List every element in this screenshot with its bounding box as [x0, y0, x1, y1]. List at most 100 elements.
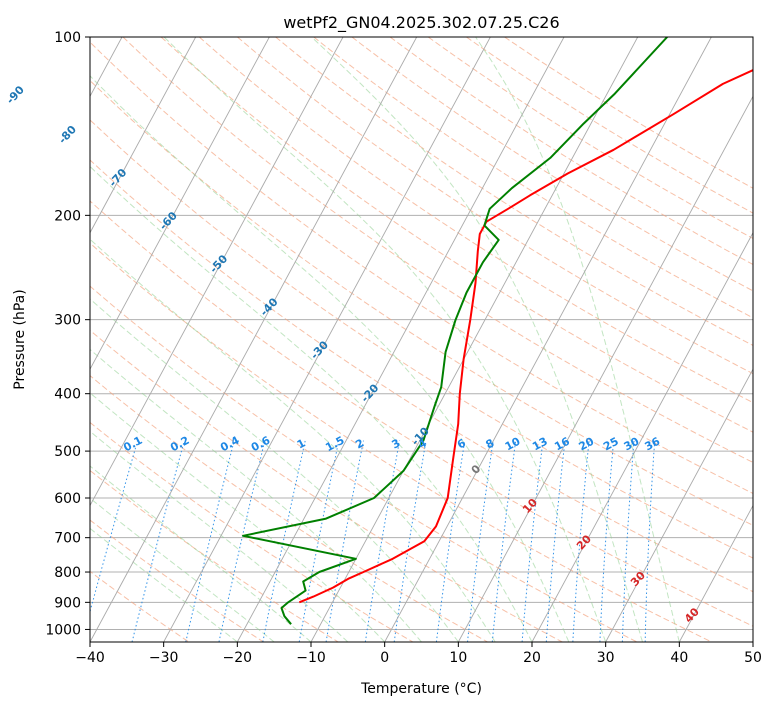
isotherm-line [90, 37, 270, 371]
dry-adiabat [90, 200, 753, 627]
y-tick-label: 300 [54, 313, 81, 329]
moist-adiabat [163, 37, 607, 642]
dry-adiabat [90, 79, 753, 526]
dry-adiabat [90, 374, 488, 642]
x-tick-label: −40 [75, 650, 105, 666]
isotherm-line [605, 368, 753, 642]
moist-adiabat [90, 75, 570, 642]
dry-adiabat [122, 37, 753, 464]
dry-adiabat [90, 519, 264, 642]
moist-adiabat [90, 238, 496, 642]
isotherm-line [457, 95, 753, 642]
isotherm-label: -80 [56, 123, 79, 147]
mixing-ratio-line [599, 440, 615, 642]
x-tick-label: 50 [744, 650, 762, 666]
dry-adiabat [237, 37, 753, 375]
y-tick-label: 900 [54, 595, 81, 611]
x-axis: −40 −30 −20 −10 0 10 20 30 40 50 [75, 642, 762, 666]
x-tick-label: 0 [380, 650, 389, 666]
dry-adiabat [90, 285, 638, 642]
isotherm-label: -10 [409, 424, 432, 448]
mixing-ratio-line [218, 440, 266, 642]
mixing-ratio-line [521, 440, 544, 642]
isotherm-line [90, 37, 418, 642]
mixing-ratio-line [262, 440, 306, 642]
mixing-ratio-line [364, 440, 401, 642]
mixing-ratio-line [185, 440, 235, 642]
isotherm-line [236, 37, 565, 642]
mixing-ratio-line [621, 440, 635, 642]
dry-adiabat [160, 37, 753, 433]
dry-adiabat [90, 329, 563, 642]
mixing-ratio-line [435, 440, 466, 642]
moist-adiabat [90, 392, 386, 642]
mixing-ratio-line [325, 440, 364, 642]
isotherm-label: 40 [682, 605, 702, 625]
dry-adiabat [90, 41, 753, 495]
mixing-ratio-label: 13 [530, 435, 550, 454]
mixing-ratio-line [90, 440, 139, 614]
mixing-ratio-label: 10 [503, 435, 523, 454]
y-tick-label: 1000 [45, 622, 81, 638]
dry-adiabats [90, 37, 753, 642]
y-tick-label: 800 [54, 565, 81, 581]
mixing-ratio-line [131, 440, 185, 642]
isotherm-label: -60 [157, 209, 180, 233]
mixing-ratio-label: 2 [353, 436, 366, 451]
y-axis: 100 200 300 400 500 600 700 800 900 1000 [45, 30, 90, 638]
moist-adiabat [90, 165, 533, 642]
moist-adiabat [90, 465, 312, 642]
dry-adiabat [351, 37, 753, 292]
plot-frame [89, 36, 754, 643]
isotherm-label: -30 [308, 338, 331, 362]
isotherm-label: -50 [207, 252, 230, 276]
isotherm-line [384, 37, 712, 642]
mixing-ratio-lines [90, 440, 656, 642]
isotherm-line [163, 37, 491, 642]
isotherm-label: -20 [358, 381, 381, 405]
profile-line [242, 37, 668, 625]
skewt-line-labels: 0.10.20.40.611.52346810131620253036-100-… [4, 83, 702, 625]
mixing-ratio-line [545, 440, 566, 642]
dry-adiabat [90, 159, 753, 593]
mixing-ratio-label: 20 [577, 435, 597, 454]
dry-adiabat [504, 37, 753, 189]
mixing-ratio-label: 3 [390, 436, 403, 451]
x-tick-label: 20 [523, 650, 541, 666]
mixing-ratio-label: 1 [295, 436, 308, 451]
y-tick-label: 500 [54, 444, 81, 460]
isotherm-line [531, 231, 753, 642]
moist-adiabats [90, 37, 680, 642]
isotherm-line [90, 37, 197, 234]
y-tick-label: 400 [54, 387, 81, 403]
dry-adiabat [90, 119, 753, 559]
mixing-ratio-line [572, 440, 590, 642]
x-tick-label: 10 [449, 650, 467, 666]
moist-adiabat [90, 298, 459, 642]
x-tick-label: −10 [296, 650, 326, 666]
dry-adiabat [90, 242, 712, 642]
mixing-ratio-line [298, 440, 340, 642]
dry-adiabat [427, 37, 753, 240]
isotherm-line [752, 641, 753, 642]
x-axis-label: Temperature (°C) [360, 681, 482, 697]
isotherm-label: -90 [4, 83, 27, 107]
sounding-profiles [242, 37, 753, 625]
isotherm-line [678, 504, 753, 642]
dry-adiabat [90, 570, 190, 642]
chart-title: wetPf2_GN04.2025.302.07.25.C26 [283, 13, 559, 33]
isotherm-label: 20 [574, 532, 594, 552]
isotherm-grid [90, 37, 753, 642]
isotherm-label: 10 [520, 496, 540, 516]
moist-adiabat [475, 37, 680, 642]
moist-adiabat [90, 497, 275, 642]
y-tick-label: 100 [54, 30, 81, 46]
moist-adiabat [90, 430, 349, 642]
mixing-ratio-line [467, 440, 494, 642]
x-tick-label: 30 [597, 650, 615, 666]
y-tick-label: 600 [54, 491, 81, 507]
y-tick-label: 200 [54, 208, 81, 224]
moist-adiabat [90, 527, 238, 642]
x-tick-label: 40 [670, 650, 688, 666]
